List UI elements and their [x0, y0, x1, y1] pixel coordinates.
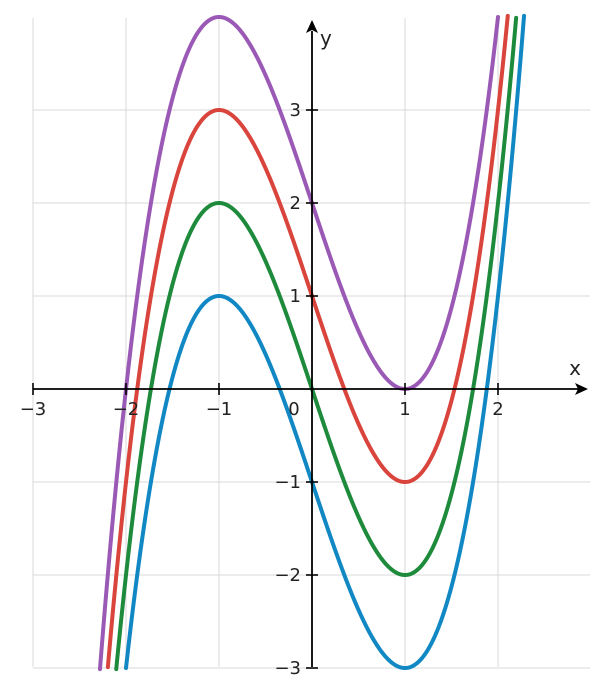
series-line — [124, 13, 527, 670]
ticks: −3 −2 −1 1 2 −3 −2 −1 1 2 3 — [20, 100, 504, 679]
y-axis-arrow-icon — [306, 20, 318, 33]
x-tick-label: −1 — [206, 399, 233, 420]
axes — [33, 20, 588, 667]
series-line — [105, 13, 510, 670]
series-line — [114, 15, 519, 672]
series-curves — [97, 13, 527, 672]
x-tick-label: −3 — [20, 399, 47, 420]
x-axis-arrow-icon — [575, 383, 588, 395]
y-tick-label: −2 — [274, 565, 301, 586]
y-axis-label: y — [320, 26, 332, 50]
y-tick-label: 2 — [290, 193, 301, 214]
origin-label: 0 — [288, 399, 299, 420]
x-tick-label: −2 — [113, 399, 140, 420]
y-tick-label: 1 — [290, 286, 301, 307]
labels: x y 0 — [288, 26, 581, 420]
x-axis-label: x — [569, 356, 581, 380]
x-tick-label: 2 — [492, 399, 503, 420]
x-tick-label: 1 — [399, 399, 410, 420]
y-tick-label: 3 — [290, 100, 301, 121]
y-tick-label: −3 — [274, 658, 301, 679]
y-tick-label: −1 — [274, 472, 301, 493]
series-line — [97, 15, 500, 672]
